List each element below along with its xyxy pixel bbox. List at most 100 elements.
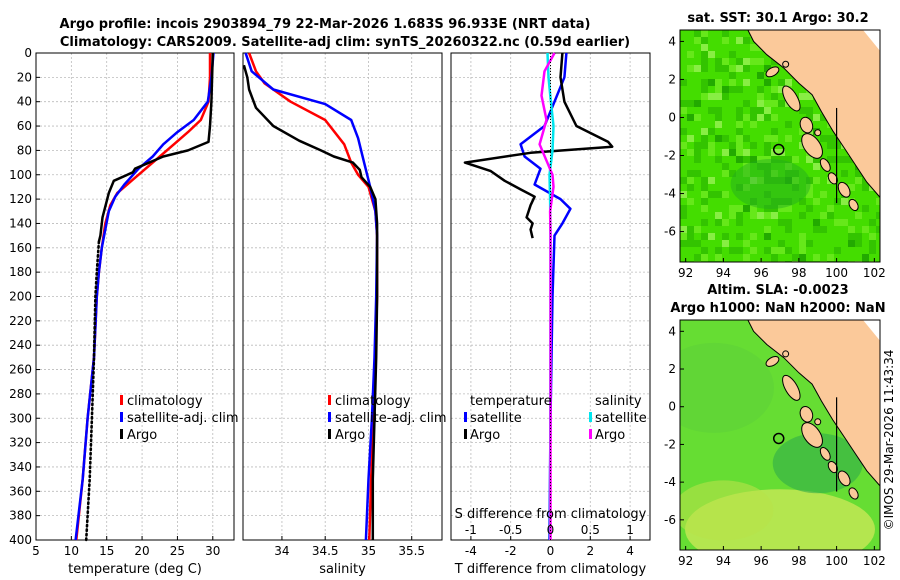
island [782,60,790,68]
sst-cell [701,135,708,142]
sst-cell [855,177,862,184]
sst-cell [736,37,743,44]
sst-cell [715,191,722,198]
sst-cell [722,170,729,177]
sst-cell [687,233,694,240]
sst-cell [722,86,729,93]
series-t-satellite [519,52,572,541]
sst-cell [771,100,778,107]
title-line-2: Climatology: CARS2009. Satellite-adj cli… [60,35,630,50]
sst-cell [764,156,771,163]
sst-cell [876,226,880,233]
sst-cell [862,205,869,212]
sst-cell [736,86,743,93]
sst-cell [694,114,701,121]
sst-cell [722,65,729,72]
sst-cell [778,198,785,205]
sst-cell [729,247,736,254]
sst-cell [687,177,694,184]
island [837,470,851,487]
sst-cell [708,142,715,149]
map-x-tick-label: 98 [791,554,806,568]
sst-cell [708,93,715,100]
sst-cell [687,184,694,191]
sst-cell [680,177,687,184]
sst-cell [701,254,708,261]
sst-cell [680,107,687,114]
sst-cell [701,79,708,86]
sst-cell [764,142,771,149]
map-body [680,30,880,262]
x-tick-label: 34.5 [312,544,339,558]
island [819,158,831,172]
legend-swatch [589,412,592,422]
sst-cell [771,86,778,93]
argo-location-marker [772,143,785,156]
sst-cell [715,254,722,261]
sst-cell [722,37,729,44]
sst-cell [715,212,722,219]
sst-cell [771,212,778,219]
map-x-tick-label: 100 [825,554,848,568]
map-y-tick-label: 4 [668,324,676,338]
map-x-tick-label: 102 [863,554,886,568]
sst-cell [757,177,764,184]
sst-cell [855,170,862,177]
series-s-argo [538,52,556,540]
sst-cell [736,156,743,163]
sst-cell [778,149,785,156]
sst-cell [736,212,743,219]
sst-cell [841,219,848,226]
sst-cell [834,156,841,163]
y-tick-label: 160 [9,241,32,255]
sst-cell [701,51,708,58]
sst-cell [708,177,715,184]
sst-cell [757,107,764,114]
sst-cell [680,79,687,86]
legend-label: satellite [595,411,647,426]
axes-frame [242,52,443,541]
sst-cell [743,114,750,121]
s-tick-label: -0.5 [499,523,522,537]
sst-cell [827,212,834,219]
sst-cell [750,114,757,121]
s-tick-label: 0 [547,523,555,537]
island [782,350,790,358]
sst-cell [750,177,757,184]
sst-cell [771,198,778,205]
sst-cell [715,107,722,114]
map-y-tick-label: -6 [664,225,676,239]
sst-cell [715,65,722,72]
sst-cell [722,58,729,65]
island [799,405,814,423]
series-argo-extrapolated- [84,240,101,542]
sst-cell [701,191,708,198]
sst-cell [799,233,806,240]
y-tick-label: 180 [9,265,32,279]
sst-cell [736,121,743,128]
sst-cell [841,198,848,205]
sst-cell [736,114,743,121]
sst-cell [869,219,876,226]
sst-cell [722,240,729,247]
sst-cell [778,177,785,184]
sst-cell [764,247,771,254]
x-tick-label: 35.5 [398,544,425,558]
sst-cell [687,149,694,156]
sst-cell [701,30,708,37]
sst-cell [680,100,687,107]
island [819,446,831,461]
s-tick-label: -1 [465,523,477,537]
island [814,418,822,426]
y-tick-label: 300 [9,411,32,425]
sst-cell [764,163,771,170]
sst-cell [757,163,764,170]
y-tick-label: 380 [9,509,32,523]
map-y-tick-label: -6 [664,513,676,527]
x-tick-label: 0 [547,544,555,558]
sst-cell [827,254,834,261]
sst-cell [736,65,743,72]
map-y-tick-label: -2 [664,437,676,451]
sst-cell [778,219,785,226]
sst-cell [764,233,771,240]
